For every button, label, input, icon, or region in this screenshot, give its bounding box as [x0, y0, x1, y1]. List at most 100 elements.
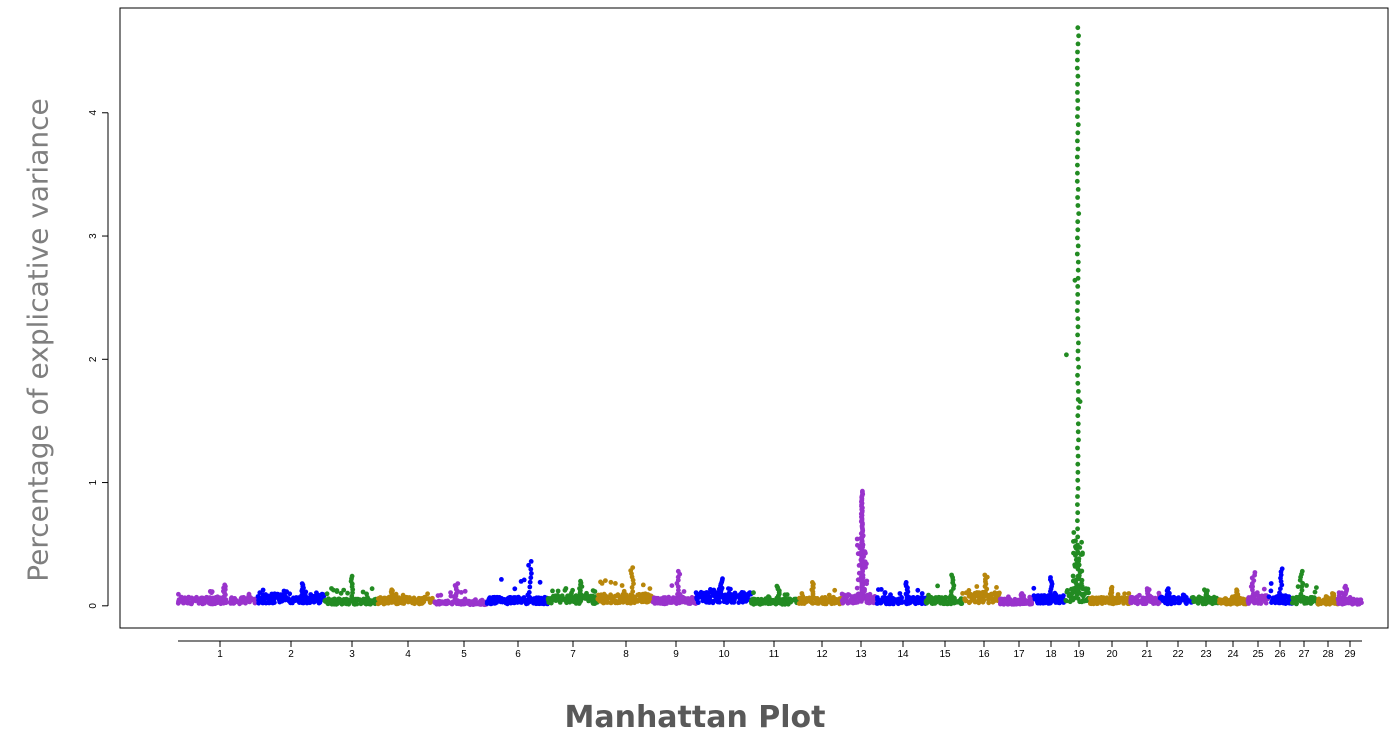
data-point [1057, 600, 1062, 606]
data-point [876, 587, 881, 592]
chromosome-19-points [1063, 25, 1091, 605]
data-point [386, 600, 391, 606]
data-point [443, 601, 449, 607]
data-point [377, 598, 383, 604]
data-point [896, 600, 902, 606]
data-point [1258, 601, 1264, 606]
data-point [615, 592, 621, 598]
data-point [1075, 486, 1081, 491]
data-point [950, 597, 956, 603]
data-point [1064, 352, 1069, 358]
data-point [527, 597, 533, 603]
x-tick-label: 19 [1073, 649, 1085, 660]
data-point [1079, 577, 1085, 583]
data-point [630, 589, 636, 594]
data-point [286, 596, 291, 601]
data-point [531, 600, 536, 606]
data-point [862, 549, 868, 555]
data-point [860, 488, 865, 494]
y-tick-label: 3 [88, 233, 99, 239]
data-point [341, 587, 347, 593]
data-point [1006, 594, 1011, 600]
data-point [949, 572, 954, 578]
data-point [1075, 25, 1081, 31]
data-point [448, 593, 454, 599]
data-point [329, 586, 334, 591]
data-point [667, 600, 673, 605]
data-point [1075, 502, 1080, 507]
data-point [548, 600, 554, 606]
data-point [710, 600, 716, 606]
data-point [553, 598, 559, 603]
data-point [1075, 57, 1080, 63]
data-point [994, 585, 999, 590]
data-point [750, 596, 756, 602]
chromosome-10-points [693, 576, 754, 606]
chromosome-18-points [1031, 575, 1066, 606]
data-point [1195, 600, 1201, 606]
data-point [268, 594, 273, 600]
data-point [979, 590, 984, 596]
data-point [723, 594, 729, 599]
data-point [638, 596, 644, 602]
chromosome-12-points [796, 580, 844, 607]
chromosome-14-points [874, 580, 929, 607]
data-point [555, 593, 561, 598]
data-point [843, 597, 849, 603]
data-point [1075, 106, 1081, 111]
data-point [1075, 380, 1081, 386]
data-point [1074, 561, 1080, 566]
data-point [915, 594, 920, 600]
data-point [1075, 243, 1081, 249]
data-point [1350, 601, 1355, 607]
data-point [1119, 596, 1124, 602]
data-point [1075, 477, 1081, 483]
x-tick-label: 3 [349, 649, 355, 660]
data-point [1076, 340, 1081, 346]
y-tick-label: 2 [88, 356, 99, 362]
data-point [590, 601, 596, 606]
data-point [1165, 586, 1171, 591]
data-point [194, 594, 199, 600]
data-point [706, 600, 712, 605]
data-point [369, 586, 375, 592]
data-point [448, 590, 453, 595]
data-point [325, 601, 331, 607]
data-point [899, 596, 904, 602]
data-point [782, 592, 788, 598]
data-point [613, 581, 618, 586]
data-point [1075, 573, 1081, 579]
data-point [681, 589, 687, 594]
data-point [349, 573, 355, 579]
data-point [1075, 98, 1081, 103]
data-point [1221, 597, 1227, 602]
y-axis: 0 1 2 3 4 [88, 110, 109, 609]
x-tick-label: 16 [978, 649, 990, 660]
data-point [1075, 469, 1081, 475]
data-point [1075, 356, 1081, 362]
data-point [1075, 284, 1081, 289]
data-point [1299, 587, 1305, 593]
data-point [1283, 601, 1288, 606]
data-point [845, 593, 851, 598]
data-point [1109, 584, 1115, 590]
data-point [463, 599, 469, 605]
data-point [675, 591, 680, 597]
data-point [814, 598, 819, 604]
data-point [669, 583, 675, 588]
data-point [651, 595, 657, 601]
data-point [178, 595, 184, 600]
data-point [1075, 235, 1080, 241]
chromosome-17-points [997, 591, 1035, 607]
data-point [1075, 146, 1081, 152]
data-point [1075, 219, 1081, 225]
x-tick-label: 23 [1200, 649, 1212, 660]
data-point [299, 581, 305, 586]
data-point [1075, 372, 1080, 378]
data-point [728, 586, 733, 592]
data-point [1075, 49, 1080, 55]
data-point [1183, 599, 1188, 604]
data-point [528, 566, 534, 572]
data-point [1156, 590, 1162, 596]
